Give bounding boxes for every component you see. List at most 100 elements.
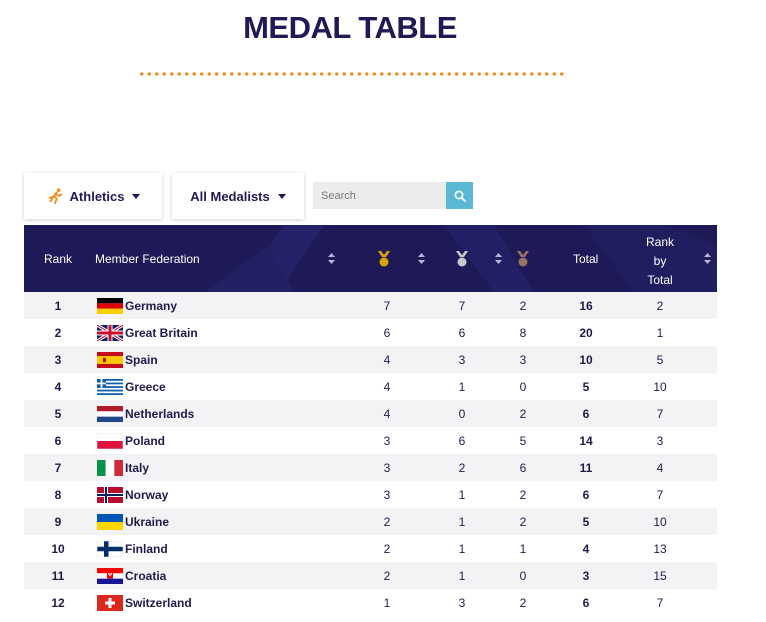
rank-by-total-cell: 7 [656, 406, 664, 421]
rank-cell: 8 [54, 487, 62, 502]
total-count-cell: 10 [579, 352, 593, 367]
silver-count-cell: 1 [458, 541, 466, 556]
rank-by-total-cell: 10 [653, 514, 667, 529]
silver-count-cell: 6 [458, 433, 466, 448]
silver-count-cell: 0 [458, 406, 466, 421]
total-count-cell: 3 [582, 568, 590, 583]
header-background-pattern [204, 225, 717, 292]
medalist-filter-dropdown[interactable]: All Medalists [172, 173, 304, 219]
country-name-cell[interactable]: Great Britain [125, 325, 198, 340]
rank-by-total-cell: 7 [656, 487, 664, 502]
silver-medal-icon[interactable] [455, 251, 469, 267]
silver-count-cell: 1 [458, 487, 466, 502]
country-name-cell[interactable]: Poland [125, 433, 166, 448]
total-count-cell: 14 [579, 433, 593, 448]
country-name-cell[interactable]: Netherlands [125, 406, 195, 421]
silver-count-cell: 1 [458, 514, 466, 529]
finland-flag-icon [97, 541, 123, 557]
silver-count-cell: 2 [458, 460, 466, 475]
country-name-cell[interactable]: Spain [125, 352, 158, 367]
bronze-count-cell: 3 [519, 352, 527, 367]
gold-count-cell: 4 [383, 379, 391, 394]
chevron-down-icon [132, 193, 141, 199]
bronze-count-cell: 2 [519, 406, 527, 421]
header-rank-by-total-line1: Rank [645, 235, 674, 249]
gold-count-cell: 3 [383, 487, 391, 502]
country-name-cell[interactable]: Greece [125, 379, 166, 394]
bronze-medal-icon[interactable] [516, 251, 530, 267]
bronze-count-cell: 8 [519, 325, 527, 340]
rank-cell: 3 [54, 352, 62, 367]
sport-filter-label: Athletics [69, 188, 125, 204]
germany-flag-icon [97, 298, 123, 314]
poland-flag-icon [97, 433, 123, 449]
croatia-flag-icon [97, 568, 123, 584]
sort-icon[interactable] [495, 253, 502, 264]
medal-table-body: 1 Germany 7 7 2 16 2 2 Great Britain 6 6 8 20 1 3 Spain… [24, 292, 717, 616]
bronze-count-cell: 2 [519, 298, 527, 313]
country-name-cell[interactable]: Ukraine [125, 514, 170, 529]
search-icon [454, 190, 466, 202]
silver-count-cell: 3 [458, 595, 466, 610]
country-name-cell[interactable]: Switzerland [125, 595, 192, 610]
header-total[interactable]: Total [573, 251, 599, 266]
table-row[interactable]: 9 Ukraine 2 1 2 5 10 [24, 508, 717, 535]
table-row[interactable]: 3 Spain 4 3 3 10 5 [24, 346, 717, 373]
country-name-cell[interactable]: Italy [125, 460, 150, 475]
gold-medal-icon[interactable] [377, 251, 391, 267]
switzerland-flag-icon [97, 595, 123, 611]
total-count-cell: 6 [582, 487, 590, 502]
gold-count-cell: 7 [383, 298, 391, 313]
search-button[interactable] [446, 182, 473, 209]
gold-count-cell: 2 [383, 514, 391, 529]
table-row[interactable]: 8 Norway 3 1 2 6 7 [24, 481, 717, 508]
header-rank-by-total[interactable]: Rank by Total [636, 233, 684, 290]
country-name-cell[interactable]: Finland [125, 541, 168, 556]
country-name-cell[interactable]: Germany [125, 298, 178, 313]
rank-by-total-cell: 15 [653, 568, 667, 583]
rank-by-total-cell: 13 [653, 541, 667, 556]
bronze-count-cell: 0 [519, 568, 527, 583]
rank-by-total-cell: 1 [656, 325, 664, 340]
gold-count-cell: 4 [383, 352, 391, 367]
total-count-cell: 6 [582, 406, 590, 421]
rank-by-total-cell: 5 [656, 352, 664, 367]
greece-flag-icon [97, 379, 123, 395]
table-row[interactable]: 1 Germany 7 7 2 16 2 [24, 292, 717, 319]
table-row[interactable]: 7 Italy 3 2 6 11 4 [24, 454, 717, 481]
header-rank-by-total-line2: by [653, 254, 667, 268]
sort-icon[interactable] [418, 253, 425, 264]
silver-count-cell: 6 [458, 325, 466, 340]
rank-by-total-cell: 3 [656, 433, 664, 448]
table-row[interactable]: 12 Switzerland 1 3 2 6 7 [24, 589, 717, 616]
table-row[interactable]: 4 Greece 4 1 0 5 10 [24, 373, 717, 400]
rank-by-total-cell: 7 [656, 595, 664, 610]
sort-icon[interactable] [704, 253, 711, 264]
rank-by-total-cell: 4 [656, 460, 664, 475]
table-row[interactable]: 6 Poland 3 6 5 14 3 [24, 427, 717, 454]
bronze-count-cell: 2 [519, 595, 527, 610]
search-input[interactable] [313, 182, 446, 209]
rank-by-total-cell: 2 [656, 298, 664, 313]
table-row[interactable]: 10 Finland 2 1 1 4 13 [24, 535, 717, 562]
sort-icon[interactable] [328, 253, 335, 264]
country-name-cell[interactable]: Croatia [125, 568, 167, 583]
table-row[interactable]: 2 Great Britain 6 6 8 20 1 [24, 319, 717, 346]
table-row[interactable]: 11 Croatia 2 1 0 3 15 [24, 562, 717, 589]
header-rank[interactable]: Rank [44, 251, 73, 266]
rank-cell: 7 [54, 460, 62, 475]
sport-filter-dropdown[interactable]: Athletics [24, 173, 162, 219]
rank-cell: 1 [54, 298, 62, 313]
header-member-federation[interactable]: Member Federation [95, 251, 200, 266]
page-title: MEDAL TABLE [243, 10, 457, 45]
medalist-filter-label: All Medalists [190, 188, 270, 204]
rank-cell: 11 [51, 568, 65, 583]
silver-count-cell: 1 [458, 568, 466, 583]
gold-count-cell: 4 [383, 406, 391, 421]
bronze-count-cell: 6 [519, 460, 527, 475]
total-count-cell: 16 [579, 298, 593, 313]
country-name-cell[interactable]: Norway [125, 487, 169, 502]
total-count-cell: 5 [582, 514, 590, 529]
table-row[interactable]: 5 Netherlands 4 0 2 6 7 [24, 400, 717, 427]
ukraine-flag-icon [97, 514, 123, 530]
